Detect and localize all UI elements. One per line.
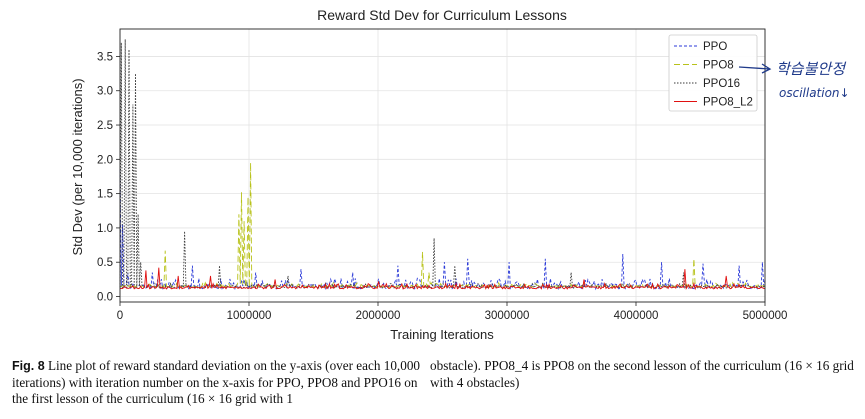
y-tick-label: 2.0 [97, 154, 113, 166]
x-tick-label: 1000000 [227, 310, 272, 322]
legend-label: PPO8 [703, 60, 734, 72]
annotation-english: oscillation↓ [779, 86, 850, 100]
legend-label: PPO8_L2 [703, 97, 753, 109]
legend-label: PPO [703, 41, 727, 53]
y-axis-label: Std Dev (per 10,000 iterations) [70, 78, 85, 255]
chart-title: Reward Std Dev for Curriculum Lessons [317, 7, 567, 23]
reward-std-dev-chart: Reward Std Dev for Curriculum Lessons St… [70, 7, 850, 342]
y-tick-label: 3.5 [97, 51, 113, 63]
figure-label: Fig. 8 [12, 359, 45, 373]
y-tick-label: 1.5 [97, 189, 113, 201]
x-tick-label: 4000000 [614, 310, 659, 322]
y-tick-label: 3.0 [97, 86, 113, 98]
figure-caption-left: Fig. 8 Line plot of reward standard devi… [12, 358, 424, 408]
legend: PPO PPO8 PPO16 PPO8_L2 [668, 34, 758, 112]
x-axis-label: Training Iterations [390, 327, 494, 342]
caption-text-left: Line plot of reward standard deviation o… [12, 358, 421, 406]
legend-box [668, 34, 758, 112]
series-line-ppo8_l2 [119, 267, 765, 291]
y-tick-label: 2.5 [97, 120, 113, 132]
figure-caption-right: obstacle). PPO8_4 is PPO8 on the second … [430, 358, 855, 391]
series-lines [119, 39, 766, 291]
y-tick-label: 1.0 [97, 223, 113, 235]
annotation-arrow [738, 63, 772, 74]
caption-text-right: obstacle). PPO8_4 is PPO8 on the second … [430, 358, 854, 390]
y-tick-label: 0.0 [97, 292, 113, 304]
x-tick-label: 2000000 [356, 310, 401, 322]
x-tick-label: 0 [117, 310, 123, 322]
plot-frame [119, 28, 766, 303]
x-tick-label: 3000000 [485, 310, 530, 322]
x-tick-label: 5000000 [743, 310, 788, 322]
legend-label: PPO16 [703, 78, 740, 90]
series-line-ppo8 [119, 162, 766, 289]
x-axis-ticks: 0 1000000 2000000 3000000 4000000 5000000 [117, 302, 788, 322]
annotation-korean: 학습불안정 [776, 60, 847, 78]
y-tick-label: 0.5 [97, 257, 113, 269]
series-line-ppo [119, 169, 766, 291]
grid-lines [119, 29, 766, 302]
series-line-ppo16 [119, 39, 766, 290]
handwritten-annotation: 학습불안정 oscillation↓ [738, 60, 850, 100]
y-axis-ticks: 0.0 0.5 1.0 1.5 2.0 2.5 3.0 3.5 [97, 51, 120, 304]
